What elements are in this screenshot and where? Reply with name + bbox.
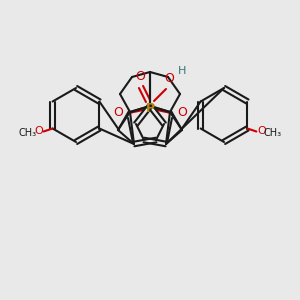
Text: O: O <box>113 106 123 119</box>
Text: CH₃: CH₃ <box>263 128 281 137</box>
Text: O: O <box>164 71 174 85</box>
Text: O: O <box>34 127 43 136</box>
Text: O: O <box>135 70 145 83</box>
Text: H: H <box>178 66 186 76</box>
Text: O: O <box>177 106 187 119</box>
Text: CH₃: CH₃ <box>19 128 37 137</box>
Text: P: P <box>146 101 154 115</box>
Text: O: O <box>257 127 266 136</box>
